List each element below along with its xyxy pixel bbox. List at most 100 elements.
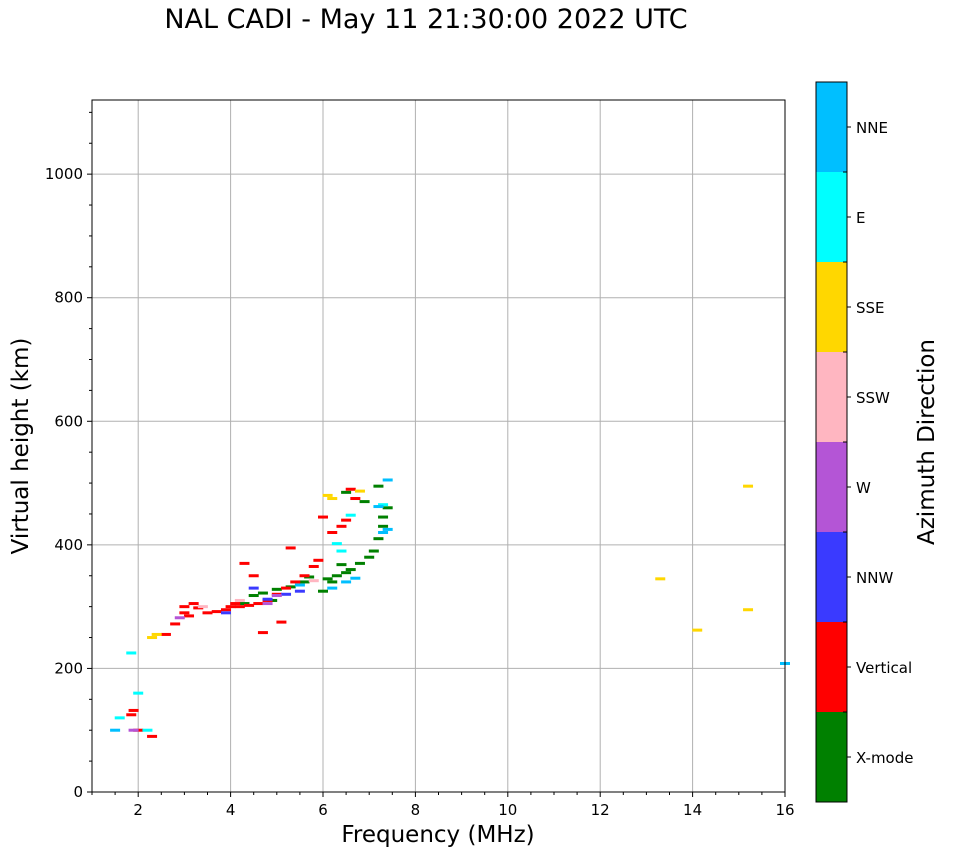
data-point (239, 561, 250, 565)
data-point (257, 591, 268, 595)
data-point (336, 524, 347, 528)
data-point (341, 580, 352, 584)
data-point (327, 497, 338, 501)
data-point (341, 571, 352, 575)
data-point (248, 574, 259, 578)
data-point (373, 537, 384, 541)
data-point (126, 713, 137, 717)
data-point (382, 527, 393, 531)
data-point (354, 561, 365, 565)
x-tick-label: 4 (226, 801, 236, 819)
data-point (382, 478, 393, 482)
colorbar-label: SSW (856, 389, 890, 407)
data-point (248, 586, 259, 590)
data-point (336, 549, 347, 553)
data-point (128, 708, 139, 712)
chart-title: NAL CADI - May 11 21:30:00 2022 UTC (164, 4, 688, 35)
colorbar-frame (815, 81, 848, 803)
data-point (271, 594, 282, 598)
data-point (133, 691, 144, 695)
x-tick-label: 6 (318, 801, 328, 819)
colorbar-label: NNE (856, 119, 888, 137)
data-point (313, 558, 324, 562)
data-point (179, 605, 190, 609)
data-point (257, 631, 268, 635)
data-point (276, 620, 287, 624)
plot-frame (91, 99, 786, 793)
x-tick-label: 14 (683, 801, 702, 819)
colorbar-label: E (856, 209, 865, 227)
data-point (211, 610, 222, 614)
data-point (341, 490, 352, 494)
data-point (174, 616, 185, 620)
y-tick-label: 0 (73, 783, 83, 801)
data-point (327, 580, 338, 584)
data-point (234, 598, 245, 602)
data-point (220, 611, 231, 615)
data-point (281, 586, 292, 590)
data-point (244, 603, 255, 607)
data-point (151, 632, 162, 636)
data-point (318, 515, 328, 519)
colorbar-segment (816, 172, 847, 262)
data-point (248, 594, 259, 598)
data-point (170, 622, 181, 626)
data-point (354, 489, 365, 493)
data-point (318, 589, 328, 593)
data-point (126, 651, 137, 655)
data-point (350, 576, 361, 580)
data-point (331, 574, 342, 578)
data-point (692, 628, 703, 632)
colorbar-segment (816, 622, 847, 712)
data-point (239, 602, 250, 606)
colorbar-label: NNW (856, 569, 893, 587)
data-point (322, 493, 333, 497)
grid (92, 100, 785, 792)
colorbar-segment (816, 532, 847, 622)
data-point (341, 518, 352, 522)
data-point (299, 580, 310, 584)
colorbar-label: Vertical (856, 659, 912, 677)
data-point (179, 611, 190, 615)
data-point (336, 563, 347, 567)
colorbar-segment (816, 442, 847, 532)
data-point (142, 728, 153, 732)
colorbar-label: Azimuth Direction (914, 339, 940, 545)
x-tick-label: 12 (591, 801, 610, 819)
colorbar-segment (816, 82, 847, 172)
colorbar-label: SSE (856, 299, 885, 317)
colorbar-label: W (856, 479, 871, 497)
data-point (327, 586, 338, 590)
x-tick-label: 10 (498, 801, 517, 819)
x-tick-label: 16 (775, 801, 794, 819)
colorbar-segment (816, 712, 847, 802)
y-tick-label: 400 (54, 536, 83, 554)
data-point (345, 513, 356, 517)
data-point (202, 611, 213, 615)
data-point (350, 497, 361, 501)
colorbar: X-mode Vertical NNW W SSW SSE E NNE (815, 81, 913, 803)
data-point (197, 605, 208, 609)
data-point (294, 589, 305, 593)
data-point (290, 580, 301, 584)
data-point (234, 605, 245, 609)
y-tick-label: 1000 (45, 165, 83, 183)
data-point (184, 614, 195, 618)
y-tick-label: 200 (54, 659, 83, 677)
data-point (382, 506, 393, 510)
data-point (378, 531, 389, 534)
data-point (743, 484, 754, 488)
data-point (378, 524, 389, 528)
data-point (294, 583, 305, 587)
data-point (110, 728, 121, 732)
data-point (147, 636, 158, 640)
y-tick-label: 600 (54, 412, 83, 430)
data-points (110, 478, 790, 738)
y-axis: 0 200 400 600 800 1000 (45, 111, 92, 801)
data-point (281, 592, 292, 596)
data-point (220, 608, 231, 612)
data-point (378, 515, 389, 519)
data-point (322, 577, 333, 581)
data-point (188, 602, 199, 606)
